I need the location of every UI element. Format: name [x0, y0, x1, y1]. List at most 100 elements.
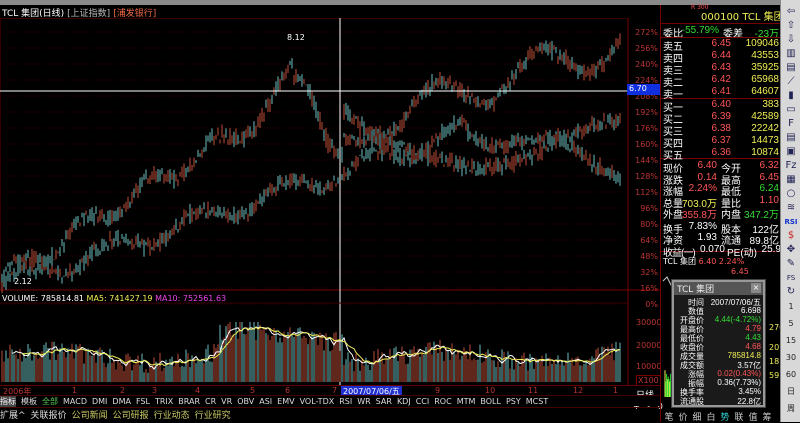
info-tab[interactable]: 公司研报: [112, 411, 149, 421]
close-icon[interactable]: ×: [751, 283, 761, 293]
partial-value: 207: [769, 343, 785, 352]
percent-axis-label: 176%: [635, 124, 658, 133]
indicator-tab-mcst[interactable]: MCST: [525, 397, 549, 406]
panel-tab[interactable]: 白: [706, 413, 716, 423]
indicator-tab-vr[interactable]: VR: [221, 397, 233, 406]
indicator-tab-mtm[interactable]: MTM: [456, 397, 476, 406]
arrow-down-icon[interactable]: ⇩: [786, 34, 796, 45]
indicator-tab-roc[interactable]: ROC: [434, 397, 452, 406]
info-tab[interactable]: 关联报价: [30, 411, 67, 421]
percent-axis-label: 64%: [640, 236, 658, 245]
panel-tab[interactable]: 细: [692, 413, 702, 423]
data-window-popup[interactable]: TCL 集团 × 时间 2007/07/06/五 数值 6.698 开盘价 4.44(-4.…: [672, 280, 765, 407]
panel-tab[interactable]: 价: [678, 413, 688, 423]
panel-tab[interactable]: 筹: [762, 413, 772, 423]
arrow-left-icon[interactable]: ⇦: [786, 6, 796, 17]
rsi-icon[interactable]: RSI: [784, 218, 798, 226]
buy-order-row: 买一 6.40 383: [663, 99, 781, 114]
period-button[interactable]: 日: [787, 387, 795, 396]
info-tab[interactable]: 公司新闻: [71, 411, 108, 421]
panel-tab[interactable]: 联: [734, 413, 744, 423]
row-value: 0.14: [697, 171, 717, 183]
row-label: 换手: [663, 224, 683, 236]
indicator-tab-trix[interactable]: TRIX: [154, 397, 174, 406]
percent-axis-label: 128%: [635, 172, 658, 181]
arrow-up-icon[interactable]: ⇧: [786, 20, 796, 31]
dollar-icon[interactable]: $: [787, 230, 795, 241]
period-button[interactable]: 15: [785, 336, 797, 345]
indicator-tab-boll[interactable]: BOLL: [480, 397, 501, 406]
indicator-tab-kdj[interactable]: KDJ: [396, 397, 411, 406]
calc-icon[interactable]: ▦: [786, 174, 796, 185]
indicator-tab-brar[interactable]: BRAR: [178, 397, 201, 406]
volume-axis-label: 20000: [636, 341, 662, 350]
indicator-tab-asi[interactable]: ASI: [259, 397, 273, 406]
wave-icon[interactable]: ≋: [786, 202, 796, 213]
fz-icon[interactable]: Fz: [785, 160, 797, 171]
move-icon[interactable]: ✥: [786, 244, 796, 255]
row-label: 股本: [721, 224, 741, 236]
row-value: 6.24: [759, 183, 779, 194]
popup-key: 成交量: [680, 352, 704, 361]
broker-link[interactable]: [浦发银行]: [113, 9, 157, 19]
period-button[interactable]: 60: [785, 370, 797, 379]
refresh-icon[interactable]: ↻: [786, 286, 796, 297]
zoom-out-button[interactable]: -: [647, 402, 651, 411]
stat-row: 涨跌 0.14 最高 6.45: [663, 171, 781, 187]
indicator-tab-cr[interactable]: CR: [205, 397, 217, 406]
indicator-tab-指标[interactable]: 指标: [0, 396, 16, 407]
indicator-tab-wr[interactable]: WR: [357, 397, 371, 406]
popup-value: 2007/07/06/五: [710, 298, 761, 307]
bars-icon[interactable]: ▤: [786, 62, 796, 73]
indicator-tab-rsi[interactable]: RSI: [339, 397, 353, 406]
panel-tab[interactable]: 势: [720, 413, 730, 423]
zoom-in-button[interactable]: +: [633, 402, 640, 411]
row-value: 0.070: [699, 243, 725, 255]
info-tab[interactable]: 行业动态: [153, 411, 190, 421]
popup-value: 3.57亿: [737, 361, 761, 370]
period-button[interactable]: 周: [787, 404, 795, 413]
popup-value: 4.44(-4.72%): [714, 315, 761, 324]
indicator-tab-dma[interactable]: DMA: [112, 397, 131, 406]
volume-ma5: MA5: 741427.19: [86, 294, 153, 303]
stock-header: 000100 TCL 集团: [701, 8, 784, 23]
panel-tab[interactable]: 值: [748, 413, 758, 423]
indicator-tab-cci[interactable]: CCI: [415, 397, 430, 406]
line-chart-icon[interactable]: ⟋: [787, 76, 795, 87]
indicator-tab-dmi[interactable]: DMI: [91, 397, 108, 406]
circle-icon[interactable]: ○: [786, 188, 796, 199]
indicator-tab-macd[interactable]: MACD: [63, 397, 87, 406]
window-icon[interactable]: ▭: [786, 104, 796, 115]
partial-value: 59: [769, 371, 780, 380]
period-button[interactable]: 5: [788, 319, 794, 328]
news-icon[interactable]: ▣: [786, 146, 796, 157]
indicator-tab-fsl[interactable]: FSL: [135, 397, 150, 406]
info-tab[interactable]: 扩展^: [0, 411, 26, 421]
popup-row: 最低价 4.43: [674, 333, 763, 343]
indicator-tab-sar[interactable]: SAR: [375, 397, 392, 406]
pencil-icon[interactable]: ✎: [786, 258, 796, 269]
period-button[interactable]: 30: [785, 353, 797, 362]
indicator-tab-psy[interactable]: PSY: [505, 397, 521, 406]
percent-axis-label: 224%: [635, 76, 658, 85]
f10-icon[interactable]: F: [788, 118, 794, 129]
panel-tab[interactable]: 笔: [664, 413, 674, 423]
period-button[interactable]: 1: [788, 302, 794, 311]
indicator-tab-emv[interactable]: EMV: [277, 397, 295, 406]
candle-icon[interactable]: ▮: [788, 90, 794, 101]
doc-icon[interactable]: ▤: [786, 132, 796, 143]
popup-titlebar[interactable]: TCL 集团 ×: [674, 282, 763, 295]
kline-chart[interactable]: [0, 18, 660, 385]
indicator-tab-vol-tdx[interactable]: VOL-TDX: [299, 397, 335, 406]
kline-icon[interactable]: ▥: [786, 48, 796, 59]
indicator-tab-模板[interactable]: 模板: [21, 397, 37, 406]
indicator-tab-obv[interactable]: OBV: [237, 397, 255, 406]
date-label: 3: [152, 386, 158, 395]
order-volume: 43553: [751, 50, 779, 61]
fs-icon[interactable]: FS: [786, 274, 796, 282]
menu-bar[interactable]: [0, 0, 780, 5]
quote-panel: R 300 000100 TCL 集团 委比 -55.79% 委差 -23万 T…: [660, 5, 784, 422]
info-tab[interactable]: 行业研究: [194, 411, 231, 421]
indicator-tab-全部[interactable]: 全部: [42, 397, 58, 406]
index-link[interactable]: [上证指数]: [67, 9, 111, 19]
